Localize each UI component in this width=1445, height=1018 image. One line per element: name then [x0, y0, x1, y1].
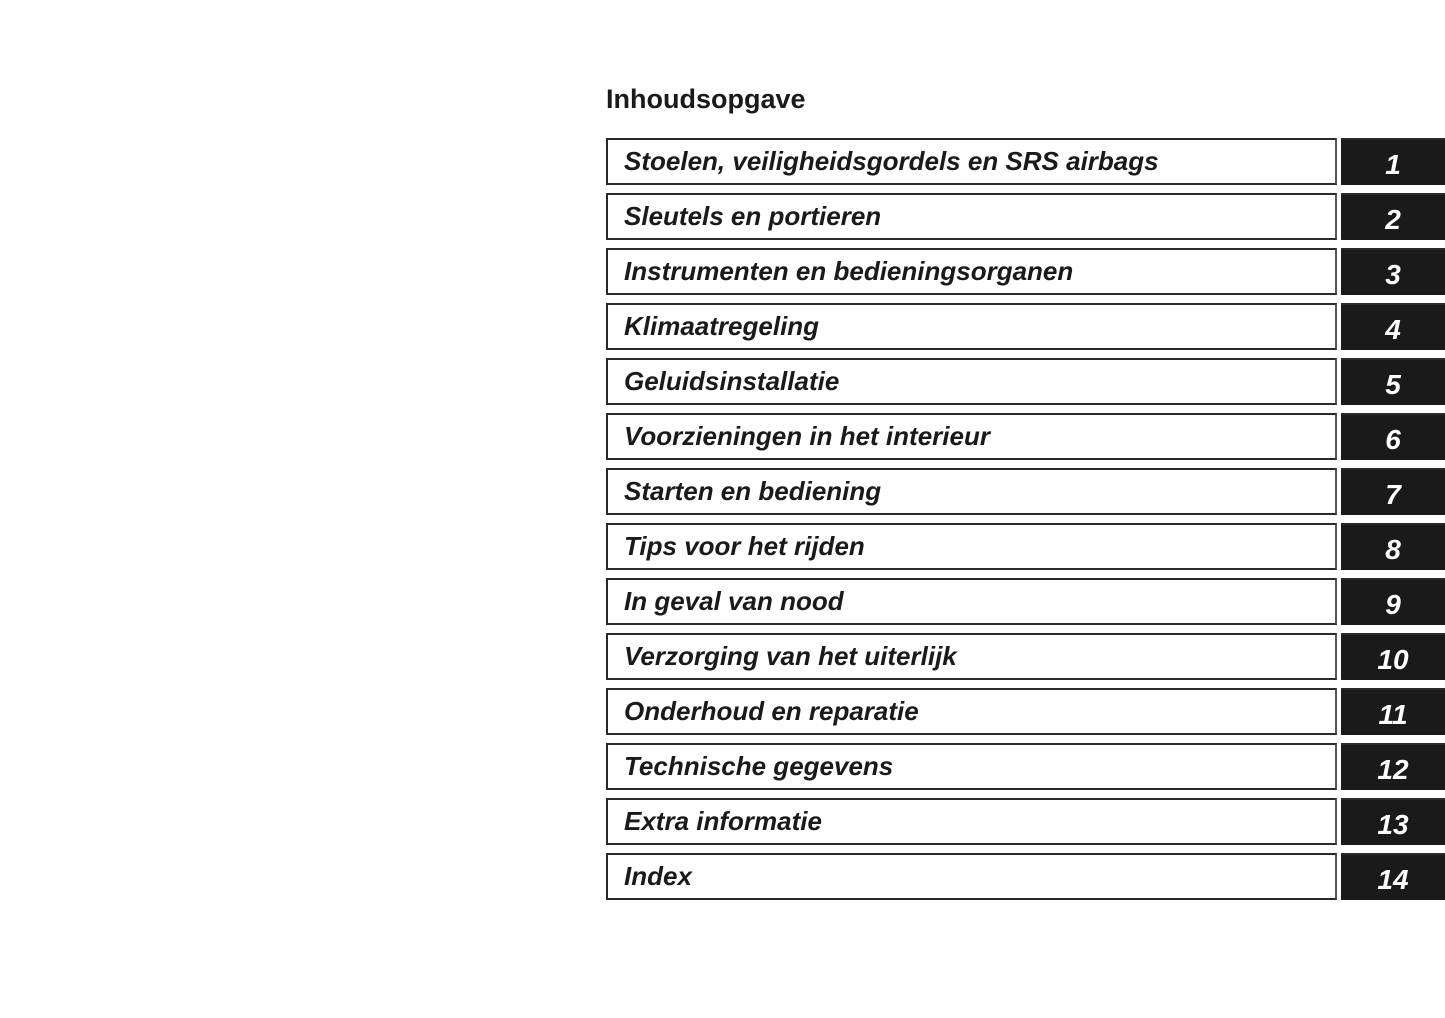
chapter-title: In geval van nood — [606, 578, 1337, 625]
chapter-number-tab: 3 — [1341, 248, 1445, 295]
chapter-title: Klimaatregeling — [606, 303, 1337, 350]
toc-entry[interactable]: Starten en bediening 7 — [606, 468, 1445, 515]
chapter-title: Geluidsinstallatie — [606, 358, 1337, 405]
chapter-title: Sleutels en portieren — [606, 193, 1337, 240]
toc-entry[interactable]: In geval van nood 9 — [606, 578, 1445, 625]
toc-entry[interactable]: Sleutels en portieren 2 — [606, 193, 1445, 240]
toc-entry[interactable]: Verzorging van het uiterlijk 10 — [606, 633, 1445, 680]
chapter-title: Verzorging van het uiterlijk — [606, 633, 1337, 680]
chapter-number-tab: 6 — [1341, 413, 1445, 460]
chapter-title: Onderhoud en reparatie — [606, 688, 1337, 735]
toc-entry[interactable]: Stoelen, veiligheidsgordels en SRS airba… — [606, 138, 1445, 185]
toc-entry[interactable]: Klimaatregeling 4 — [606, 303, 1445, 350]
chapter-number-tab: 11 — [1341, 688, 1445, 735]
toc-entry[interactable]: Technische gegevens 12 — [606, 743, 1445, 790]
chapter-title: Extra informatie — [606, 798, 1337, 845]
chapter-title: Tips voor het rijden — [606, 523, 1337, 570]
chapter-number-tab: 4 — [1341, 303, 1445, 350]
toc-entry[interactable]: Voorzieningen in het interieur 6 — [606, 413, 1445, 460]
toc-entry[interactable]: Extra informatie 13 — [606, 798, 1445, 845]
chapter-number-tab: 1 — [1341, 138, 1445, 185]
chapter-number-tab: 10 — [1341, 633, 1445, 680]
chapter-number-tab: 5 — [1341, 358, 1445, 405]
chapter-number-tab: 2 — [1341, 193, 1445, 240]
chapter-number-tab: 12 — [1341, 743, 1445, 790]
chapter-number-tab: 8 — [1341, 523, 1445, 570]
chapter-number-tab: 13 — [1341, 798, 1445, 845]
page-title: Inhoudsopgave — [606, 84, 806, 114]
chapter-title: Instrumenten en bedieningsorganen — [606, 248, 1337, 295]
toc-entry[interactable]: Instrumenten en bedieningsorganen 3 — [606, 248, 1445, 295]
toc-entry[interactable]: Tips voor het rijden 8 — [606, 523, 1445, 570]
chapter-number-tab: 9 — [1341, 578, 1445, 625]
toc-entry[interactable]: Onderhoud en reparatie 11 — [606, 688, 1445, 735]
chapter-title: Starten en bediening — [606, 468, 1337, 515]
chapter-number-tab: 14 — [1341, 853, 1445, 900]
chapter-title: Voorzieningen in het interieur — [606, 413, 1337, 460]
toc-entry[interactable]: Index 14 — [606, 853, 1445, 900]
chapter-title: Technische gegevens — [606, 743, 1337, 790]
chapter-title: Index — [606, 853, 1337, 900]
chapter-number-tab: 7 — [1341, 468, 1445, 515]
toc-entry[interactable]: Geluidsinstallatie 5 — [606, 358, 1445, 405]
chapter-title: Stoelen, veiligheidsgordels en SRS airba… — [606, 138, 1337, 185]
table-of-contents: Stoelen, veiligheidsgordels en SRS airba… — [606, 138, 1445, 908]
